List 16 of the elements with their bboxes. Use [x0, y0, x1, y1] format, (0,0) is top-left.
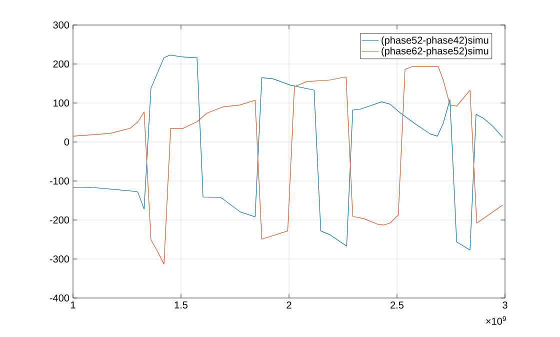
y-tick-label: -300 [50, 255, 70, 263]
y-tick-label: 0 [64, 138, 70, 146]
y-tick-label: 300 [53, 21, 70, 29]
x-tick-label: 2.5 [390, 302, 404, 309]
legend-label: (phase52-phase42)simu [382, 36, 488, 46]
y-tick-label: -400 [50, 294, 70, 302]
text: ×10$^{9}$ [486, 316, 506, 325]
x-tick-label: 1.5 [174, 302, 188, 309]
y-tick-label: -200 [50, 216, 70, 224]
y-tick-label: 100 [54, 99, 70, 107]
x-tick-label: 1 [70, 302, 76, 308]
legend-label: (phase62-phase52)simu [382, 47, 488, 56]
x-tick-label: 3 [502, 302, 508, 309]
x-tick-label: 2 [286, 302, 292, 309]
y-tick-label: 200 [53, 60, 70, 68]
y-tick-label: -100 [50, 177, 70, 185]
